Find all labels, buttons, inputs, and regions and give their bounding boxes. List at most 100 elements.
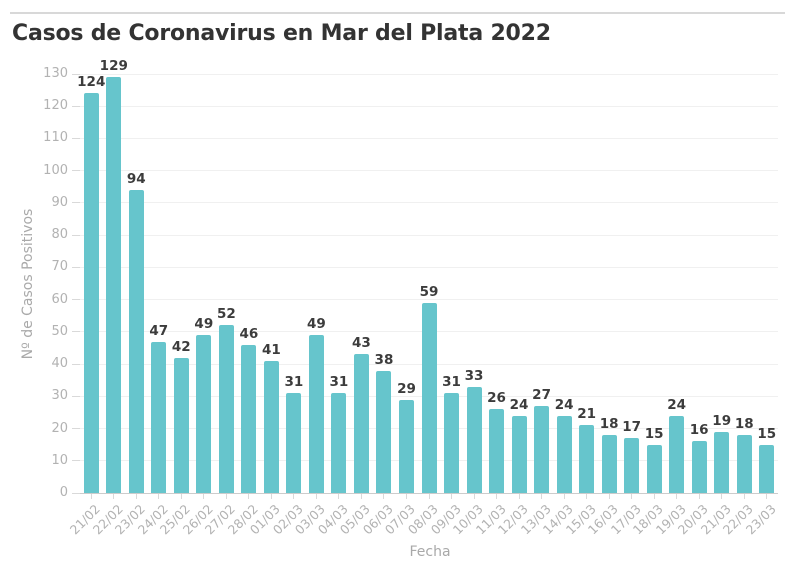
x-tick-mark [270, 494, 272, 499]
bar-value-label: 41 [261, 342, 281, 358]
x-tick-mark [541, 494, 543, 499]
x-tick-mark [293, 494, 295, 499]
bar [376, 371, 392, 493]
bar-value-label: 42 [171, 339, 191, 355]
y-tick-mark [72, 234, 80, 236]
bar-value-label: 18 [734, 416, 754, 432]
top-divider [10, 12, 785, 14]
y-tick-label: 20 [51, 420, 68, 436]
bar [398, 400, 414, 493]
y-tick-mark [72, 266, 80, 268]
bar [83, 93, 99, 493]
y-tick-label: 70 [51, 259, 68, 275]
x-tick-mark [225, 494, 227, 499]
bar [218, 325, 234, 493]
x-tick-mark [721, 494, 723, 499]
bar-value-label: 17 [622, 419, 642, 435]
bar-value-label: 26 [487, 390, 506, 406]
y-gridline [80, 299, 778, 301]
bar [511, 416, 527, 493]
x-tick-mark [451, 494, 453, 499]
bar-value-label: 19 [712, 413, 732, 429]
bar-value-label: 43 [352, 335, 371, 351]
bar-value-label: 15 [757, 426, 777, 442]
x-tick-mark [496, 494, 498, 499]
y-tick-mark [72, 428, 80, 430]
x-tick-mark [428, 494, 430, 499]
y-tick-mark [72, 492, 80, 494]
x-tick-mark [518, 494, 520, 499]
x-tick-mark [135, 494, 137, 499]
bar-value-label: 129 [99, 58, 128, 74]
y-tick-mark [72, 299, 80, 301]
x-tick-mark [315, 494, 317, 499]
bar-value-label: 38 [374, 352, 394, 368]
chart-title: Casos de Coronavirus en Mar del Plata 20… [12, 21, 551, 46]
x-axis-title: Fecha [409, 544, 451, 560]
bar [646, 445, 662, 493]
y-tick-label: 30 [51, 388, 68, 404]
bar-value-label: 24 [509, 397, 529, 413]
x-tick-mark [563, 494, 565, 499]
y-tick-label: 110 [43, 130, 68, 146]
bar [489, 409, 505, 493]
y-gridline [80, 73, 778, 75]
x-tick-mark [248, 494, 250, 499]
bar [534, 406, 550, 493]
x-tick-mark [113, 494, 115, 499]
y-tick-label: 90 [51, 194, 68, 210]
y-gridline [80, 202, 778, 204]
bar-value-label: 33 [464, 368, 484, 384]
y-tick-mark [72, 105, 80, 107]
y-tick-label: 10 [51, 452, 68, 468]
x-tick-mark [473, 494, 475, 499]
y-tick-label: 60 [51, 291, 68, 307]
x-tick-mark [90, 494, 92, 499]
bar [263, 361, 279, 493]
x-tick-mark [653, 494, 655, 499]
x-tick-mark [360, 494, 362, 499]
bar-value-label: 52 [216, 306, 236, 322]
bar-value-label: 47 [149, 323, 169, 339]
bar [691, 441, 707, 493]
bar [241, 345, 257, 493]
x-tick-mark [180, 494, 182, 499]
bar-value-label: 21 [577, 406, 596, 422]
bar [556, 416, 572, 493]
y-gridline [80, 105, 778, 107]
bar [421, 303, 437, 493]
bar-value-label: 15 [644, 426, 664, 442]
bar-value-label: 49 [194, 316, 214, 332]
y-tick-mark [72, 331, 80, 333]
x-tick-mark [383, 494, 385, 499]
y-tick-mark [72, 137, 80, 139]
bar-value-label: 24 [667, 397, 687, 413]
bar-value-label: 16 [689, 422, 709, 438]
bar [759, 445, 775, 493]
bar-value-label: 31 [284, 374, 304, 390]
bar-value-label: 46 [239, 326, 259, 342]
y-tick-mark [72, 363, 80, 365]
y-tick-label: 0 [59, 485, 68, 500]
y-tick-label: 40 [51, 356, 68, 372]
y-tick-label: 120 [43, 98, 68, 114]
bar-value-label: 94 [126, 171, 146, 187]
bar [106, 77, 122, 493]
bar-value-label: 27 [532, 387, 551, 403]
bar-value-label: 49 [307, 316, 326, 332]
bar [331, 393, 347, 493]
bar [151, 342, 167, 493]
bar-value-label: 31 [329, 374, 349, 390]
y-gridline [80, 170, 778, 172]
x-tick-mark [203, 494, 205, 499]
bar-value-label: 31 [442, 374, 461, 390]
y-tick-mark [72, 73, 80, 75]
y-gridline [80, 266, 778, 268]
bar [128, 190, 144, 493]
y-tick-label: 80 [51, 227, 68, 243]
bar [601, 435, 617, 493]
x-tick-mark [158, 494, 160, 499]
x-tick-mark [676, 494, 678, 499]
y-tick-label: 50 [51, 323, 68, 339]
